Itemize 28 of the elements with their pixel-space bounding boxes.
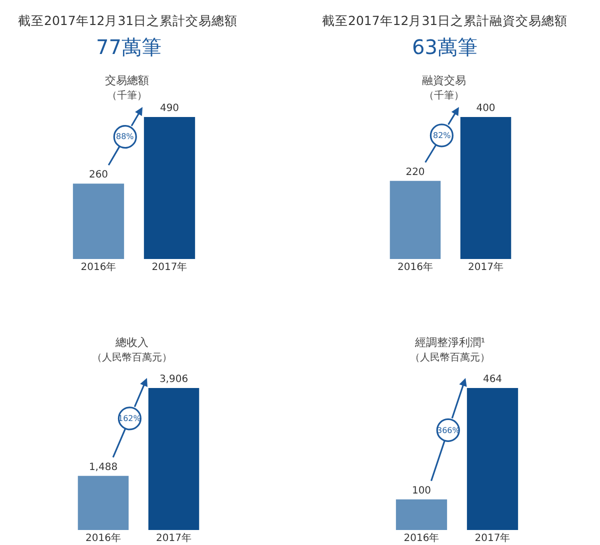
data-label: 490 [160,103,180,114]
data-label: 220 [406,166,425,178]
y-axis-title: 經調整淨利潤¹（人民幣百萬元） [410,336,490,364]
x-tick-label: 2017年 [474,532,510,544]
chart-title: 截至2017年12月31日之累計交易總額 [18,13,238,28]
annotation: 82% [433,131,452,140]
x-tick-label: 2016年 [398,261,433,273]
annotation: 366% [437,426,460,435]
data-label: 100 [412,485,432,496]
x-tick-label: 2017年 [152,261,188,273]
annotation: 88% [116,132,134,141]
x-tick-label: 2016年 [80,261,116,273]
chart-subtitle: 63萬筆 [412,35,478,59]
chart-title: 截至2017年12月31日之累計融資交易總額 [322,13,568,28]
x-tick-label: 2016年 [404,532,440,544]
annotation: 162% [118,414,142,423]
x-tick-label: 2017年 [468,261,504,273]
data-label: 260 [88,170,108,181]
data-label: 1,488 [88,462,118,473]
data-label: 464 [482,374,502,385]
y-axis-title: 交易總額（千筆） [105,74,149,102]
x-tick-label: 2016年 [86,532,121,544]
data-label: 400 [476,103,496,114]
y-axis-title: 總收入（人民幣百萬元） [92,336,172,364]
y-axis-title: 融資交易（千筆） [422,74,466,102]
data-label: 3,906 [159,374,188,385]
x-tick-label: 2017年 [156,532,192,544]
chart-subtitle: 77萬筆 [96,35,162,59]
